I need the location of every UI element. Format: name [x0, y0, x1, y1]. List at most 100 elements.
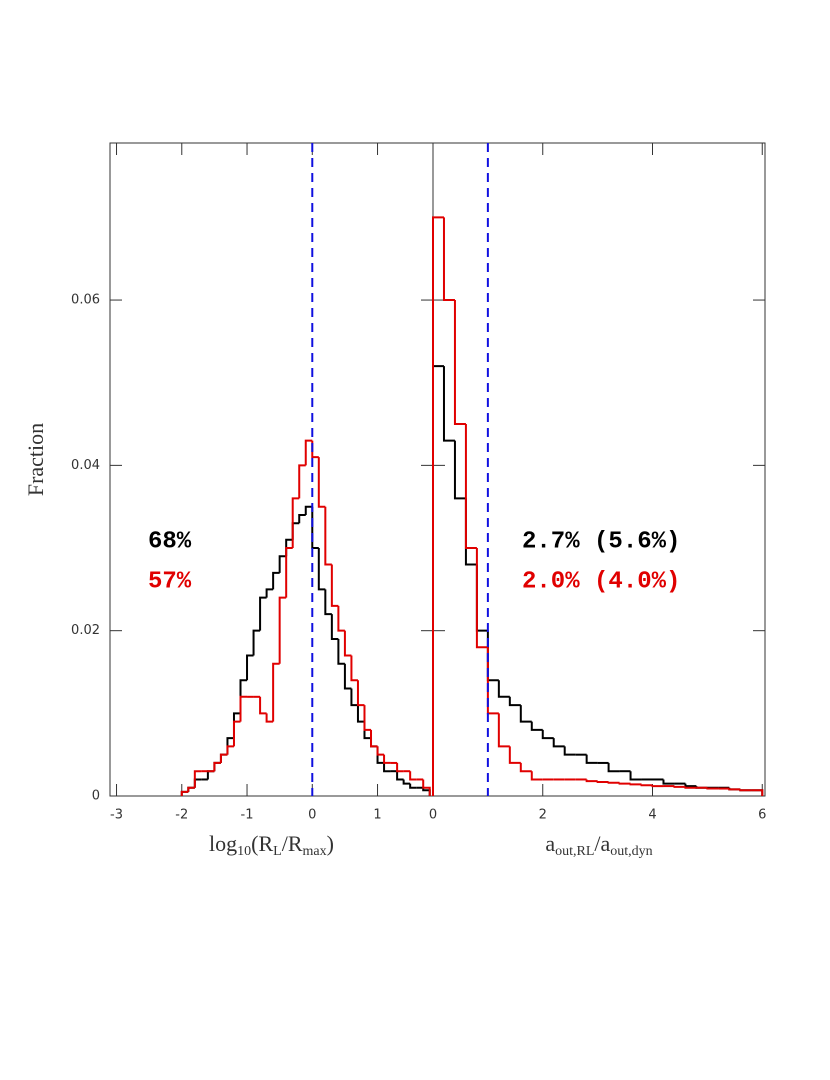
- histogram-step: [739, 789, 752, 792]
- histogram-step: [585, 779, 598, 783]
- histogram-step: [673, 785, 686, 788]
- annotation: 2.0% (4.0%): [522, 568, 680, 595]
- histogram-step: [291, 497, 300, 549]
- x-tick-label: 0: [308, 808, 316, 823]
- y-tick-label: 0.06: [71, 293, 100, 308]
- histogram-step: [324, 589, 332, 616]
- plot-frame: [109, 142, 434, 797]
- x-tick-label: -3: [110, 808, 123, 823]
- histogram-step: [298, 513, 306, 524]
- x-tick-label: 6: [758, 808, 766, 823]
- histogram-step: [432, 365, 444, 796]
- histogram-step: [475, 564, 488, 632]
- histogram-step: [607, 762, 620, 773]
- histogram-step: [396, 762, 404, 773]
- histogram-step: [304, 439, 313, 466]
- y-tick-label: 0.04: [71, 458, 100, 473]
- histogram-step: [337, 638, 345, 665]
- histogram-step: [442, 366, 455, 442]
- x-axis-label-part: (R: [251, 831, 273, 856]
- histogram-step: [453, 300, 466, 426]
- histogram-step: [422, 779, 431, 796]
- y-tick-label: 0.02: [71, 623, 100, 638]
- x-tick-label: 1: [373, 808, 381, 823]
- x-axis-label: log10(RL/Rmax): [209, 831, 334, 859]
- x-axis-label-part: /R: [282, 831, 303, 856]
- x-axis-label-part: max: [303, 844, 327, 859]
- x-tick-label: -1: [241, 808, 254, 823]
- histogram-step: [278, 596, 287, 664]
- histogram-step: [285, 547, 293, 598]
- histogram-step: [265, 713, 274, 723]
- histogram-step: [219, 753, 228, 763]
- histogram-step: [383, 754, 391, 764]
- x-axis-label-part: out,RL: [555, 844, 594, 859]
- x-tick-label: 2: [539, 808, 547, 823]
- x-axis-label-part: log: [209, 831, 237, 856]
- histogram-step: [259, 596, 267, 631]
- histogram-step: [618, 782, 631, 785]
- histogram-step: [486, 630, 499, 682]
- histogram-step: [180, 790, 189, 796]
- histogram-step: [324, 506, 332, 566]
- histogram-step: [317, 548, 326, 591]
- histogram-step: [278, 555, 287, 573]
- histogram-step: [206, 770, 215, 780]
- histogram-step: [226, 745, 234, 755]
- histogram-step: [232, 720, 241, 747]
- histogram-step: [350, 688, 358, 707]
- histogram-step: [272, 571, 280, 590]
- x-tick-label: 0: [429, 808, 437, 823]
- histogram-step: [330, 564, 339, 607]
- histogram-step: [193, 770, 202, 788]
- histogram-step: [530, 721, 543, 731]
- histogram-step: [363, 705, 372, 731]
- x-axis-label-part: 10: [237, 844, 251, 859]
- histogram-step: [497, 680, 510, 698]
- histogram-step: [343, 630, 352, 657]
- histogram-step: [508, 746, 521, 764]
- histogram-step: [432, 216, 444, 796]
- x-axis-label-part: L: [273, 844, 282, 859]
- histogram-step: [651, 785, 664, 788]
- histogram-step: [662, 779, 675, 785]
- histogram-step: [252, 629, 261, 656]
- annotation: 2.7% (5.6%): [522, 528, 680, 555]
- histogram-step: [356, 680, 365, 707]
- histogram-step: [684, 783, 697, 788]
- histogram-step: [519, 762, 532, 773]
- histogram-step: [337, 605, 345, 632]
- histogram-step: [706, 787, 719, 790]
- histogram-step: [343, 663, 352, 690]
- histogram-step: [409, 771, 417, 781]
- histogram-step: [442, 217, 455, 302]
- histogram-step: [585, 754, 598, 764]
- histogram-step: [728, 788, 741, 791]
- histogram-step: [265, 588, 274, 598]
- histogram-step: [246, 654, 254, 681]
- histogram-step: [356, 705, 365, 723]
- histogram-step: [259, 696, 267, 715]
- x-tick-label: 4: [648, 808, 656, 823]
- histogram-step: [376, 746, 385, 756]
- histogram-step: [751, 789, 764, 796]
- histogram-step: [453, 440, 466, 500]
- x-axis-label-part: /a: [594, 831, 610, 856]
- histogram-step: [596, 780, 609, 783]
- x-axis-label: aout,RL/aout,dyn: [545, 831, 652, 859]
- histogram-step: [541, 729, 554, 740]
- histogram-step: [497, 713, 510, 748]
- histogram-step: [508, 696, 521, 707]
- annotation: 57%: [148, 568, 192, 595]
- histogram-step: [272, 662, 280, 722]
- histogram-step: [383, 762, 391, 773]
- histogram-step: [629, 783, 642, 786]
- histogram-step: [317, 457, 326, 508]
- annotation: 68%: [148, 528, 192, 555]
- histogram-step: [187, 786, 195, 792]
- histogram-step: [640, 784, 653, 787]
- histogram-step: [402, 779, 411, 785]
- histogram-step: [475, 548, 488, 649]
